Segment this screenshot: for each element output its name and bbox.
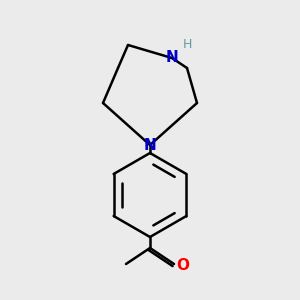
Text: N: N bbox=[144, 137, 156, 152]
Text: N: N bbox=[166, 50, 178, 65]
Text: O: O bbox=[176, 257, 190, 272]
Text: H: H bbox=[183, 38, 192, 50]
